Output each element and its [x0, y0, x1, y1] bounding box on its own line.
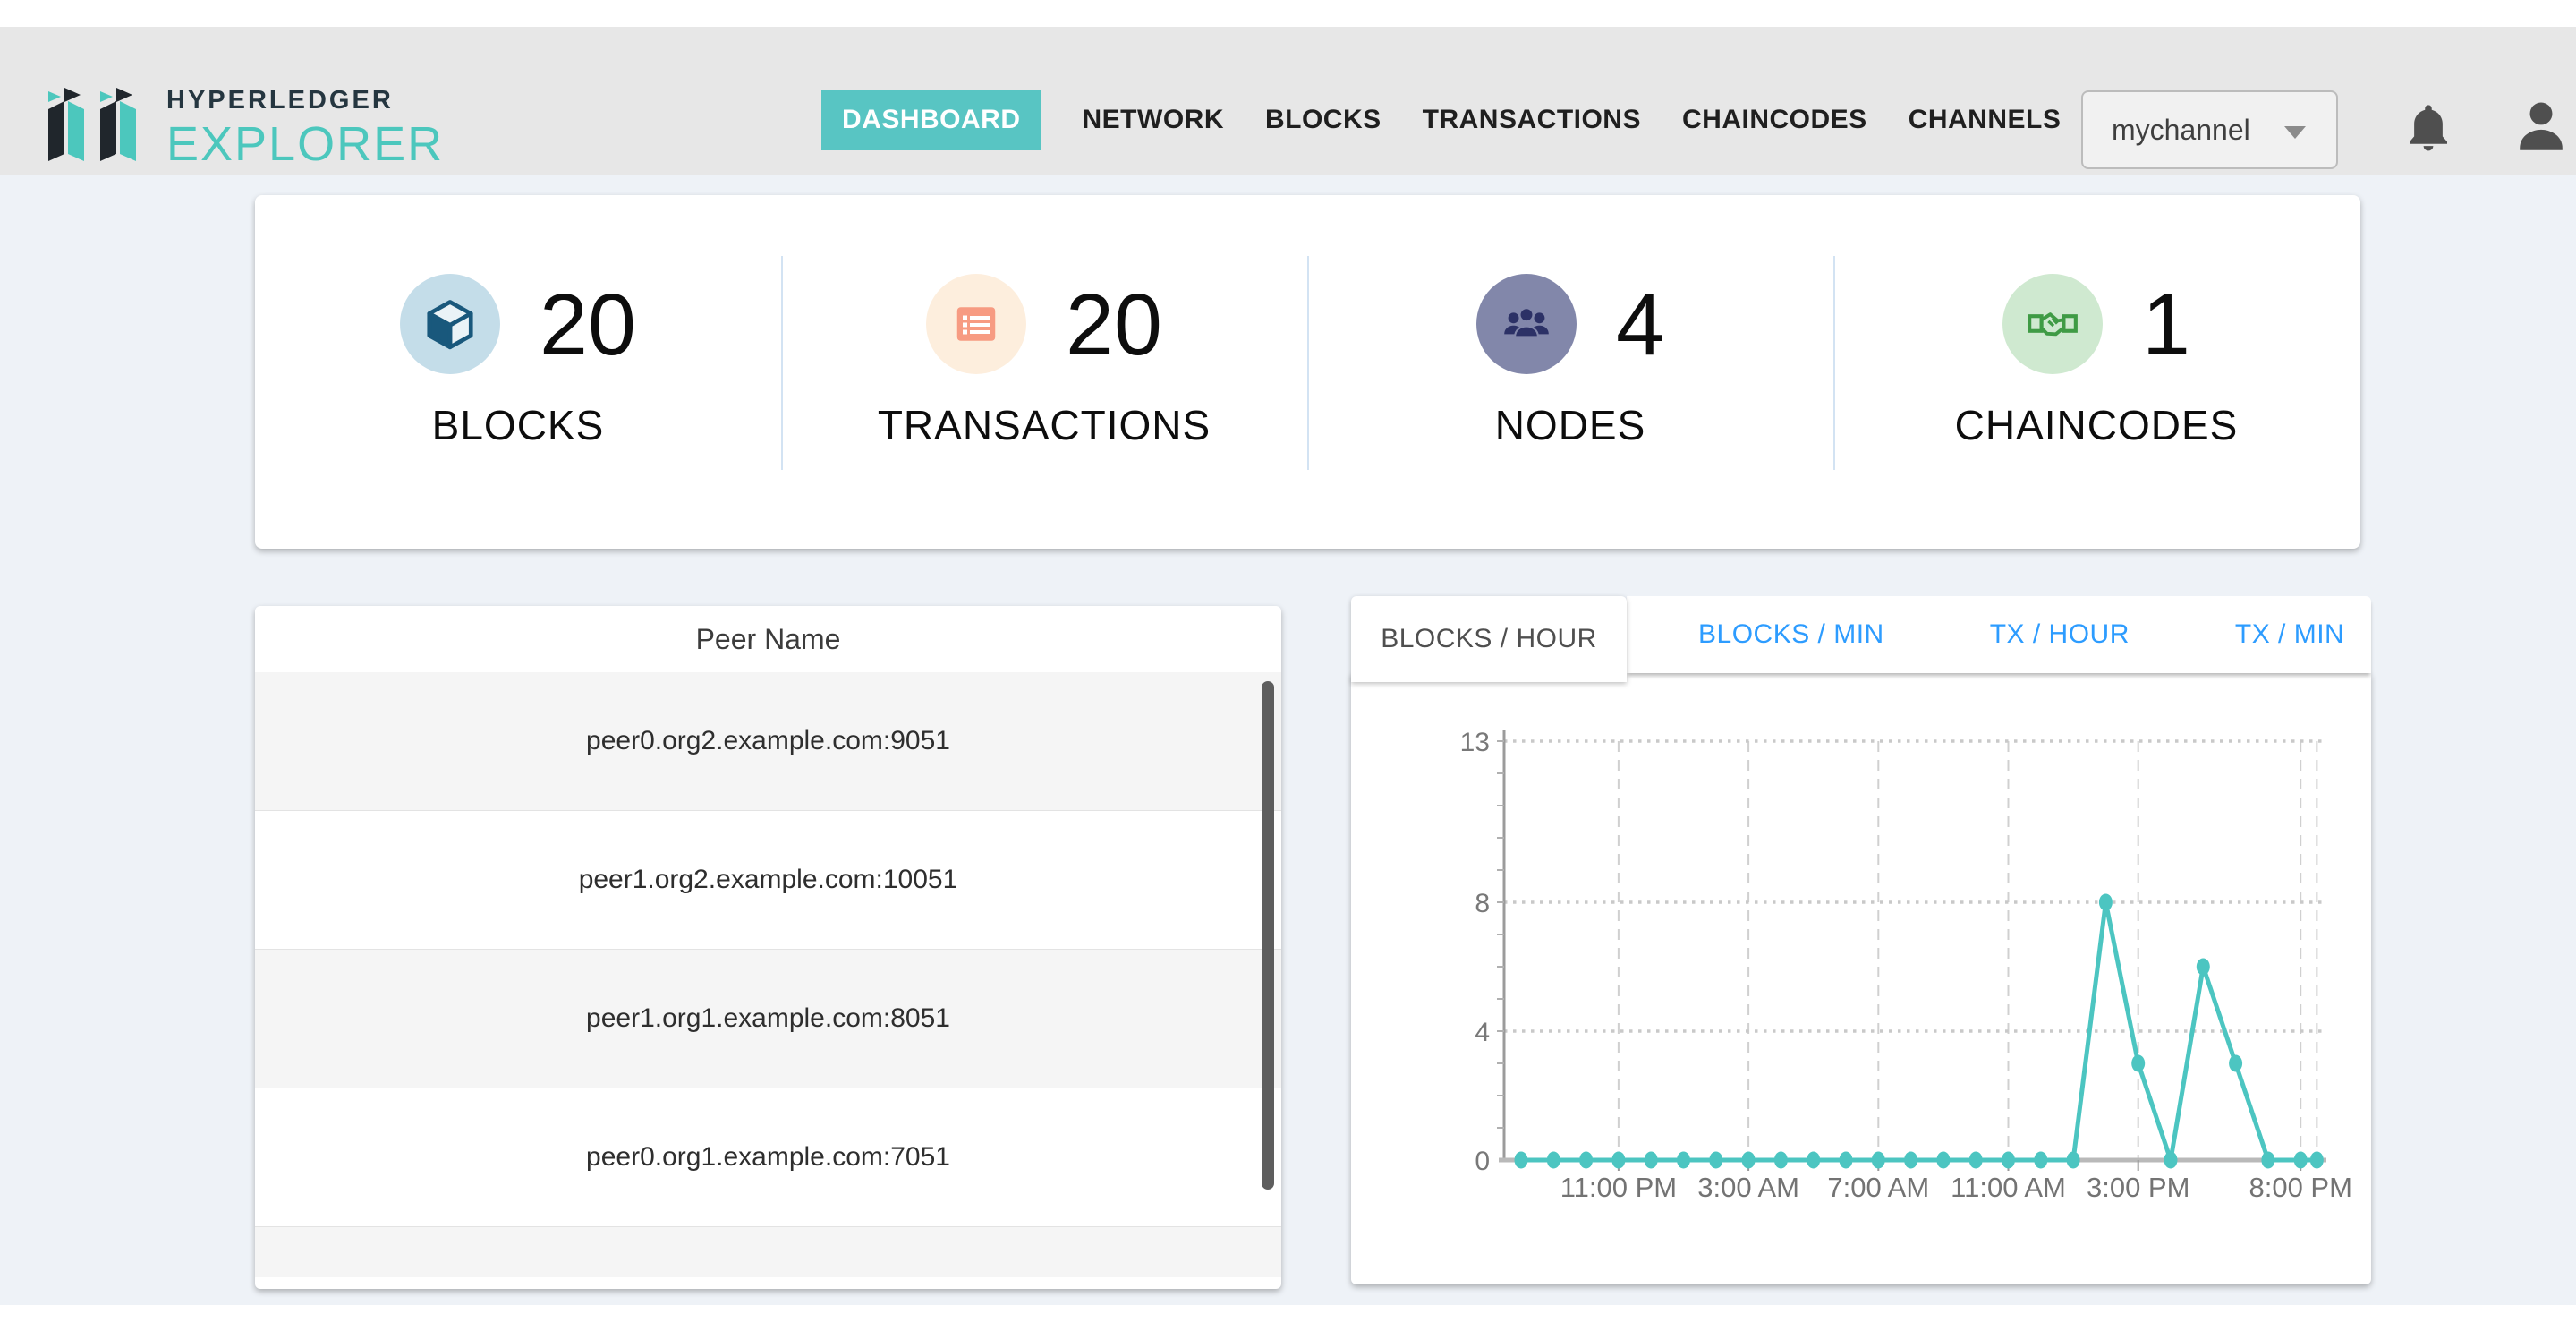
svg-text:4: 4 [1475, 1018, 1490, 1047]
tab-tx-min[interactable]: TX / MIN [2234, 619, 2345, 649]
top-navbar: HYPERLEDGER EXPLORER DASHBOARD NETWORK B… [0, 27, 2576, 175]
table-row[interactable]: peer0.org1.example.com:7051 [255, 1088, 1281, 1227]
chevron-down-icon [2284, 126, 2306, 139]
nav-tab-blocks[interactable]: BLOCKS [1264, 105, 1382, 134]
nav-tab-transactions[interactable]: TRANSACTIONS [1422, 105, 1641, 134]
blocks-per-hour-chart-panel: 0 4 8 13 11:00 PM 3:00 AM 7:00 AM 11:00 AM 3:00 … [1351, 673, 2371, 1284]
tab-blocks-hour-label: BLOCKS / HOUR [1381, 624, 1597, 653]
tab-blocks-min[interactable]: BLOCKS / MIN [1698, 619, 1884, 649]
chaincodes-label: CHAINCODES [1954, 402, 2239, 448]
hyperledger-explorer-logo-icon [48, 88, 136, 161]
table-row-empty [255, 1227, 1281, 1277]
svg-text:8:00 PM: 8:00 PM [2249, 1172, 2351, 1203]
svg-text:13: 13 [1460, 728, 1490, 757]
transactions-stat-circle [926, 274, 1027, 374]
peer-name: peer1.org1.example.com:8051 [586, 1003, 950, 1033]
blocks-stat-circle [400, 274, 501, 374]
stat-chaincodes: 1 CHAINCODES [1833, 195, 2359, 549]
svg-text:8: 8 [1475, 889, 1490, 918]
user-icon[interactable] [2511, 95, 2572, 156]
nav-tab-chaincodes[interactable]: CHAINCODES [1682, 105, 1867, 134]
table-row[interactable]: peer0.org2.example.com:9051 [255, 672, 1281, 811]
peers-table-header: Peer Name [695, 622, 841, 655]
nodes-count: 4 [1616, 275, 1664, 373]
blocks-label: BLOCKS [431, 402, 605, 448]
svg-text:3:00 PM: 3:00 PM [2087, 1172, 2189, 1203]
chaincodes-stat-circle [2002, 274, 2104, 374]
peer-name: peer1.org2.example.com:10051 [578, 865, 958, 894]
table-row[interactable]: peer1.org1.example.com:8051 [255, 950, 1281, 1088]
table-row[interactable]: peer1.org2.example.com:10051 [255, 811, 1281, 950]
group-icon [1504, 307, 1549, 338]
nodes-stat-circle [1476, 274, 1577, 374]
main-nav: DASHBOARD NETWORK BLOCKS TRANSACTIONS CH… [821, 90, 2061, 150]
transactions-label: TRANSACTIONS [877, 402, 1211, 448]
bell-icon[interactable] [2403, 100, 2453, 156]
peer-name: peer0.org1.example.com:7051 [586, 1142, 950, 1172]
svg-text:0: 0 [1475, 1147, 1490, 1176]
channel-select[interactable]: mychannel [2081, 90, 2338, 169]
svg-text:7:00 AM: 7:00 AM [1827, 1172, 1929, 1203]
nav-tab-channels[interactable]: CHANNELS [1908, 105, 2062, 134]
cube-icon [427, 300, 473, 350]
stat-blocks: 20 BLOCKS [255, 195, 781, 549]
nav-tab-network[interactable]: NETWORK [1082, 105, 1224, 134]
stat-transactions: 20 TRANSACTIONS [781, 195, 1307, 549]
peers-table-scroll-area[interactable]: peer0.org2.example.com:9051 peer1.org2.e… [255, 672, 1281, 1278]
blocks-count: 20 [540, 275, 636, 373]
blocks-hour-chart: 0 4 8 13 11:00 PM 3:00 AM 7:00 AM 11:00 AM 3:00 … [1460, 728, 2352, 1203]
logo-subtitle: EXPLORER [166, 117, 445, 171]
logo-title: HYPERLEDGER [166, 86, 394, 115]
vertical-scrollbar[interactable] [1262, 681, 1274, 1190]
chart-tab-bar: BLOCKS / MIN TX / HOUR TX / MIN [1627, 596, 2371, 673]
nav-tab-dashboard[interactable]: DASHBOARD [821, 90, 1041, 150]
channel-select-value: mychannel [2112, 113, 2250, 146]
transactions-count: 20 [1066, 275, 1162, 373]
handshake-icon [2028, 312, 2078, 337]
summary-stats-card: 20 BLOCKS 20 TRAN [255, 195, 2360, 549]
stat-nodes: 4 NODES [1307, 195, 1833, 549]
chaincodes-count: 1 [2142, 275, 2190, 373]
svg-text:11:00 PM: 11:00 PM [1560, 1172, 1677, 1203]
list-icon [956, 307, 996, 341]
svg-text:3:00 AM: 3:00 AM [1697, 1172, 1799, 1203]
tab-blocks-hour[interactable]: BLOCKS / HOUR [1351, 596, 1627, 682]
logo-text: HYPERLEDGER EXPLORER [166, 86, 444, 172]
peers-table-card: Peer Name peer0.org2.example.com:9051 pe… [255, 606, 1281, 1289]
tab-tx-hour[interactable]: TX / HOUR [1989, 619, 2130, 649]
peer-name: peer0.org2.example.com:9051 [586, 726, 950, 755]
svg-text:11:00 AM: 11:00 AM [1951, 1172, 2066, 1203]
nodes-label: NODES [1494, 402, 1646, 448]
